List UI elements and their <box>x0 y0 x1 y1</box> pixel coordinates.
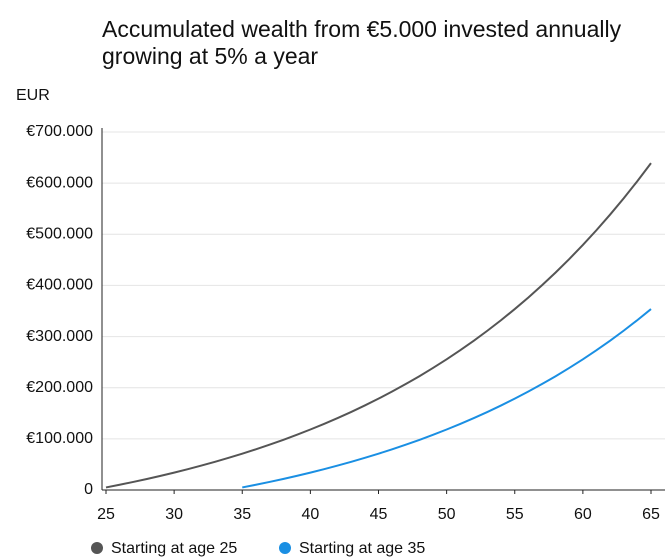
y-tick-label: €200.000 <box>26 379 93 396</box>
series-line <box>105 162 652 489</box>
x-tick-label: 30 <box>165 506 183 523</box>
y-tick-label: €500.000 <box>26 226 93 243</box>
y-tick-label: €600.000 <box>26 174 93 191</box>
legend-marker <box>91 542 103 554</box>
legend-marker <box>279 542 291 554</box>
legend-label: Starting at age 35 <box>299 540 425 557</box>
y-tick-label: €300.000 <box>26 328 93 345</box>
x-tick-label: 55 <box>506 506 524 523</box>
x-tick-label: 60 <box>574 506 592 523</box>
series-line <box>242 308 652 489</box>
y-tick-label: €700.000 <box>26 123 93 140</box>
x-tick-label: 65 <box>642 506 660 523</box>
x-tick-label: 45 <box>370 506 388 523</box>
chart-title: Accumulated wealth from €5.000 invested … <box>102 16 622 69</box>
y-tick-label: €400.000 <box>26 277 93 294</box>
x-tick-label: 40 <box>301 506 319 523</box>
legend-label: Starting at age 25 <box>111 540 237 557</box>
x-tick-label: 25 <box>97 506 115 523</box>
x-tick-label: 50 <box>438 506 456 523</box>
y-tick-label: 0 <box>84 481 93 498</box>
y-axis-label: EUR <box>16 87 50 104</box>
y-tick-label: €100.000 <box>26 430 93 447</box>
x-tick-label: 35 <box>233 506 251 523</box>
